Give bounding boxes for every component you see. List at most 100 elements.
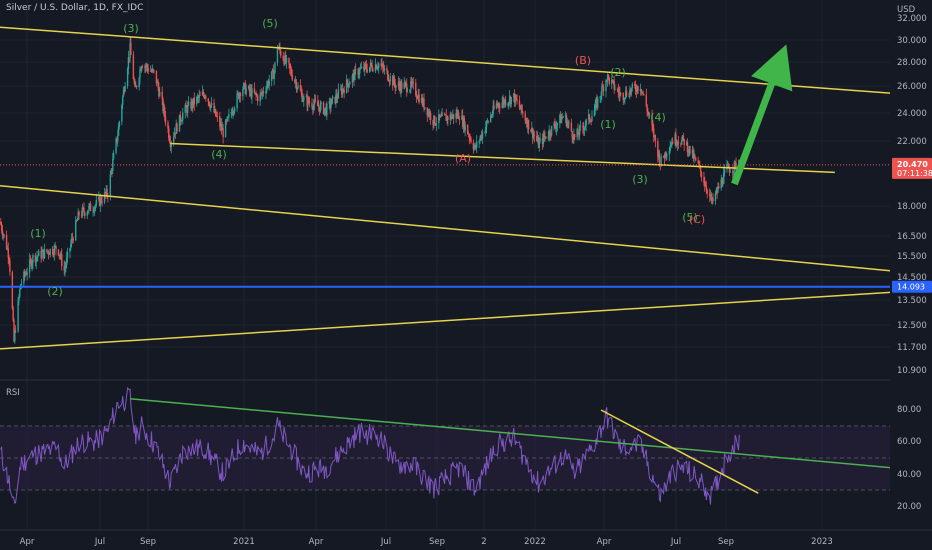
candle-body bbox=[84, 212, 86, 216]
candle-body bbox=[433, 115, 435, 125]
candle-body bbox=[665, 151, 667, 157]
candle-body bbox=[348, 84, 350, 87]
candle-body bbox=[221, 128, 223, 130]
candle-body bbox=[449, 114, 452, 120]
candle-body bbox=[617, 89, 620, 93]
rsi-axis-bg bbox=[890, 381, 932, 530]
candle-body bbox=[112, 159, 114, 172]
candle-body bbox=[214, 109, 216, 113]
candle-body bbox=[666, 154, 668, 157]
candle-body bbox=[238, 93, 241, 99]
projection-arrow[interactable] bbox=[731, 44, 793, 186]
rsi-trendline-2[interactable] bbox=[600, 409, 759, 494]
candle-body bbox=[176, 123, 178, 132]
time-tick-label: Jul bbox=[380, 537, 391, 547]
candle-body bbox=[193, 97, 196, 105]
candle-body bbox=[438, 114, 440, 124]
trendline-4[interactable] bbox=[0, 291, 891, 350]
candle-body bbox=[313, 99, 316, 105]
candle-body bbox=[527, 119, 529, 128]
candle-body bbox=[365, 65, 368, 70]
candle-body bbox=[213, 102, 215, 113]
candle-body bbox=[536, 137, 539, 141]
candle-body bbox=[676, 142, 679, 145]
candle-body bbox=[567, 122, 569, 124]
candle-body bbox=[485, 126, 487, 132]
candle-body bbox=[112, 152, 115, 160]
wave-label: (A) bbox=[455, 152, 471, 165]
candle-body bbox=[182, 112, 184, 120]
candle-body bbox=[480, 135, 483, 139]
candle-body bbox=[524, 113, 526, 121]
candle-body bbox=[42, 249, 45, 259]
time-tick-label: 2 bbox=[481, 537, 486, 547]
candle-body bbox=[400, 82, 402, 92]
candle-body bbox=[487, 121, 489, 122]
candle-body bbox=[374, 64, 377, 72]
candle-body bbox=[71, 238, 74, 240]
trendline-1[interactable] bbox=[0, 26, 891, 94]
candle-body bbox=[376, 67, 378, 70]
candle-body bbox=[11, 272, 14, 309]
candle-body bbox=[388, 81, 391, 82]
candle-body bbox=[197, 97, 200, 98]
candle-body bbox=[19, 289, 21, 297]
candle-body bbox=[556, 123, 559, 126]
candle-body bbox=[266, 85, 268, 91]
candle-body bbox=[228, 113, 230, 117]
candle-body bbox=[336, 98, 339, 100]
candle-body bbox=[429, 112, 432, 121]
candle-body bbox=[105, 189, 107, 195]
candle-body bbox=[515, 95, 517, 100]
candle-body bbox=[735, 162, 737, 170]
candle-body bbox=[104, 192, 107, 195]
candle-body bbox=[210, 104, 212, 109]
candle-body bbox=[593, 110, 596, 117]
candle-body bbox=[330, 104, 332, 108]
candle-body bbox=[72, 238, 74, 241]
candle-body bbox=[196, 97, 198, 105]
candle-body bbox=[404, 82, 406, 84]
candle-body bbox=[152, 68, 154, 71]
candle-body bbox=[582, 126, 584, 128]
candle-body bbox=[300, 90, 303, 93]
candle-body bbox=[251, 88, 253, 98]
time-tick-label: Sep bbox=[718, 537, 734, 547]
candle-body bbox=[347, 83, 349, 87]
rsi-trendline-1[interactable] bbox=[130, 398, 891, 469]
candle-body bbox=[192, 97, 195, 107]
candle-body bbox=[393, 77, 396, 84]
candle-body bbox=[129, 43, 131, 58]
candle-body bbox=[550, 135, 552, 136]
candle-body bbox=[341, 88, 344, 95]
candle-body bbox=[607, 74, 610, 78]
candle-body bbox=[383, 68, 386, 71]
candle-body bbox=[238, 93, 240, 99]
candle-body bbox=[611, 80, 613, 84]
candle-body bbox=[662, 156, 665, 158]
candle-body bbox=[496, 103, 498, 106]
candle-body bbox=[538, 141, 540, 148]
candle-body bbox=[173, 132, 176, 137]
candle-body bbox=[42, 249, 44, 253]
wave-label: (3) bbox=[632, 173, 648, 186]
rsi-tick-label: 20.00 bbox=[897, 502, 921, 512]
trendline-3[interactable] bbox=[0, 184, 891, 272]
candle-body bbox=[677, 142, 680, 144]
candle-body bbox=[320, 102, 322, 105]
last-price-badge bbox=[892, 157, 932, 179]
candle-body bbox=[461, 115, 463, 120]
candles bbox=[0, 37, 741, 344]
trendline-2[interactable] bbox=[170, 142, 835, 174]
candle-body bbox=[619, 93, 621, 96]
candle-body bbox=[337, 89, 340, 99]
candle-body bbox=[699, 164, 701, 166]
candle-body bbox=[261, 91, 264, 94]
candle-body bbox=[41, 252, 43, 259]
candle-body bbox=[254, 92, 256, 94]
candle-body bbox=[559, 115, 561, 124]
candle-body bbox=[132, 54, 135, 80]
candle-body bbox=[187, 101, 190, 105]
candle-body bbox=[111, 170, 113, 172]
